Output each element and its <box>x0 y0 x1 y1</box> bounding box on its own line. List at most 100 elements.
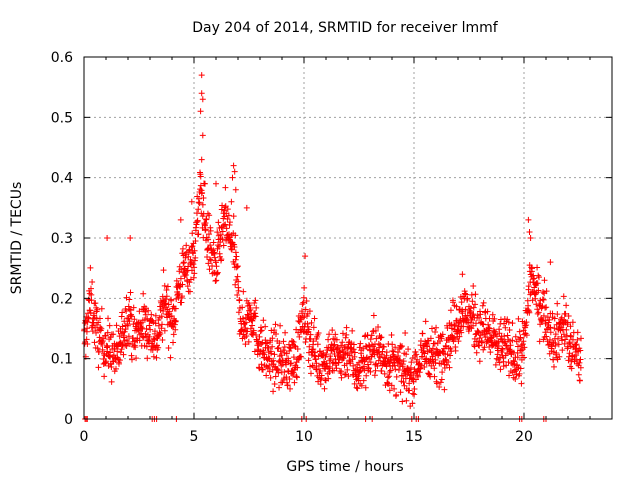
data-point <box>104 343 111 350</box>
data-point <box>326 331 333 338</box>
data-point <box>560 293 567 300</box>
data-point <box>525 216 532 223</box>
data-point <box>89 328 96 335</box>
data-point <box>197 186 204 193</box>
data-point <box>390 348 397 355</box>
data-point <box>311 315 318 322</box>
data-point <box>403 351 410 358</box>
data-point <box>553 350 560 357</box>
data-point <box>230 213 237 220</box>
data-point <box>567 332 574 339</box>
data-point <box>236 297 243 304</box>
data-point <box>214 229 221 236</box>
data-point <box>213 263 220 270</box>
data-point <box>104 348 111 355</box>
data-point <box>417 365 424 372</box>
data-point <box>355 372 362 379</box>
data-point <box>123 307 130 314</box>
data-point <box>99 346 106 353</box>
data-point <box>556 353 563 360</box>
data-point <box>286 347 293 354</box>
data-point <box>116 360 123 367</box>
data-point <box>110 331 117 338</box>
data-point <box>483 330 490 337</box>
data-point <box>170 331 177 338</box>
data-point <box>108 378 115 385</box>
data-point <box>412 348 419 355</box>
data-point <box>290 338 297 345</box>
data-point <box>190 274 197 281</box>
data-point <box>554 335 561 342</box>
data-point <box>234 263 241 270</box>
data-point <box>163 287 170 294</box>
data-point <box>188 244 195 251</box>
data-point <box>224 206 231 213</box>
data-point <box>456 333 463 340</box>
data-point <box>453 303 460 310</box>
data-point <box>225 212 232 219</box>
data-point <box>284 382 291 389</box>
data-point <box>317 368 324 374</box>
data-point <box>172 317 179 324</box>
data-point <box>575 371 582 378</box>
data-point <box>543 304 550 311</box>
data-point <box>203 215 210 222</box>
data-point <box>506 372 513 379</box>
data-point <box>242 325 249 332</box>
data-point <box>181 259 188 266</box>
data-point <box>120 351 127 358</box>
data-point <box>493 355 500 362</box>
data-point <box>535 287 542 294</box>
data-point <box>177 216 184 223</box>
data-point <box>299 314 306 321</box>
data-point <box>104 235 111 241</box>
data-point <box>350 362 357 369</box>
data-point <box>294 364 301 371</box>
data-point <box>164 283 171 290</box>
data-point <box>326 363 333 370</box>
data-point <box>280 338 287 345</box>
data-point <box>462 306 469 313</box>
data-point <box>499 345 506 352</box>
data-point <box>161 282 168 289</box>
data-point <box>470 322 477 329</box>
data-point <box>246 302 253 309</box>
data-point <box>516 328 523 335</box>
data-point <box>251 348 258 355</box>
data-point <box>323 351 330 358</box>
data-point <box>479 302 486 309</box>
chart-title: Day 204 of 2014, SRMTID for receiver lmm… <box>192 20 499 36</box>
data-point <box>346 357 353 364</box>
data-point <box>429 345 436 352</box>
data-point <box>257 324 264 331</box>
data-point <box>121 328 128 335</box>
data-point <box>543 333 550 340</box>
data-point <box>351 380 358 387</box>
data-point <box>306 343 313 350</box>
data-point <box>433 378 440 385</box>
data-point <box>375 324 382 330</box>
data-point <box>338 374 345 381</box>
y-tick-label: 0.1 <box>51 352 73 368</box>
data-point <box>492 361 499 368</box>
data-point <box>574 329 581 336</box>
data-point <box>143 325 150 332</box>
data-point <box>252 297 259 304</box>
data-point <box>497 316 504 323</box>
data-point <box>205 236 212 243</box>
data-point <box>399 398 406 405</box>
data-point <box>367 368 374 375</box>
data-point <box>254 342 261 349</box>
data-point <box>497 335 504 342</box>
data-point <box>127 312 134 319</box>
data-point <box>380 343 387 350</box>
data-point <box>197 108 204 115</box>
data-point <box>277 322 284 329</box>
data-point <box>370 312 377 319</box>
data-point <box>84 325 91 332</box>
data-point <box>272 321 279 328</box>
data-points <box>81 72 584 422</box>
data-point <box>103 358 110 365</box>
data-point <box>291 342 298 349</box>
data-point <box>232 256 239 263</box>
